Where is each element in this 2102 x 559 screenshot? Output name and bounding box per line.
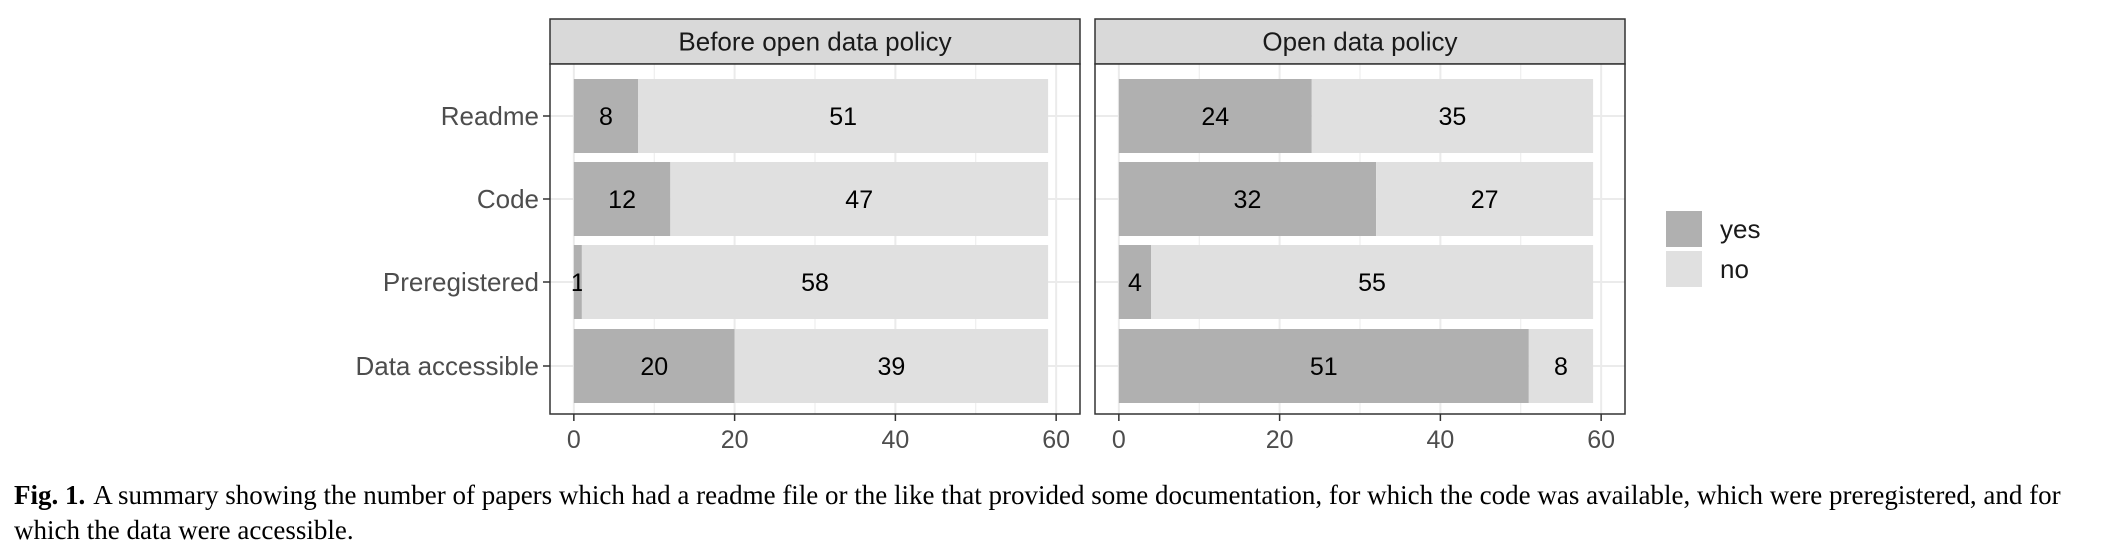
bar-no: [670, 162, 1049, 236]
x-tick-label: 20: [721, 426, 749, 454]
bar-no: [1311, 79, 1594, 153]
y-tick-label: Readme: [441, 101, 539, 131]
bar-yes: [1118, 79, 1312, 153]
caption-text: A summary showing the number of papers w…: [14, 480, 2061, 545]
legend-label: no: [1720, 254, 1749, 284]
legend: yes no: [1666, 211, 1760, 287]
legend-label: yes: [1720, 214, 1760, 244]
bar-no: [1376, 162, 1594, 236]
bar-no: [1528, 329, 1594, 403]
bar-yes: [1118, 162, 1377, 236]
x-tick-label: 40: [1426, 426, 1454, 454]
data-label: 32: [1234, 186, 1262, 214]
y-tick-label: Code: [477, 184, 539, 214]
bar-no: [734, 329, 1049, 403]
data-label: 27: [1471, 186, 1499, 214]
y-tick-label: Preregistered: [383, 267, 539, 297]
data-label: 47: [845, 186, 873, 214]
caption-label: Fig. 1.: [14, 480, 86, 510]
bar-yes: [573, 245, 582, 319]
panel-border: [1094, 63, 1626, 415]
data-label: 4: [1128, 269, 1142, 297]
facet-title: Before open data policy: [678, 27, 951, 57]
bar-yes: [1118, 245, 1152, 319]
x-tick-label: 40: [881, 426, 909, 454]
y-tick-label: Data accessible: [355, 351, 539, 381]
data-label: 20: [640, 353, 668, 381]
data-label: 39: [877, 353, 905, 381]
bar-yes: [573, 329, 735, 403]
facet-panel-2: Open data policy 24 35 32 27 4 55 51 8 0 20 40 60: [1094, 18, 1626, 454]
x-tick-label: 60: [1042, 426, 1070, 454]
data-label: 8: [599, 103, 613, 131]
bar-yes: [1118, 329, 1529, 403]
data-label: 24: [1201, 103, 1229, 131]
facet-strip: [549, 18, 1081, 65]
facet-strip: [1094, 18, 1626, 65]
legend-key-no: [1666, 251, 1702, 287]
bar-yes: [573, 162, 671, 236]
data-label: 55: [1358, 269, 1386, 297]
x-tick-label: 60: [1587, 426, 1615, 454]
x-tick-label: 20: [1266, 426, 1294, 454]
x-tick-label: 0: [1112, 426, 1126, 454]
data-label: 51: [1310, 353, 1338, 381]
bar-no: [638, 79, 1049, 153]
facet-panel-1: Before open data policy 8 51 12 47 1 58 20 39 0 20…: [355, 18, 1081, 454]
x-tick-label: 0: [567, 426, 581, 454]
bar-no: [1151, 245, 1594, 319]
legend-key-yes: [1666, 211, 1702, 247]
faceted-bar-chart: Before open data policy 8 51 12 47 1 58 20 39 0 20…: [355, 18, 1760, 454]
data-label: 12: [608, 186, 636, 214]
data-label: 35: [1439, 103, 1467, 131]
figure-caption: Fig. 1. A summary showing the number of p…: [14, 478, 2092, 548]
data-label: 58: [801, 269, 829, 297]
data-label: 8: [1554, 353, 1568, 381]
data-label: 1: [571, 269, 585, 297]
panel-border: [549, 63, 1081, 415]
data-label: 51: [829, 103, 857, 131]
facet-title: Open data policy: [1262, 27, 1457, 57]
bar-yes: [573, 79, 639, 153]
bar-no: [581, 245, 1049, 319]
